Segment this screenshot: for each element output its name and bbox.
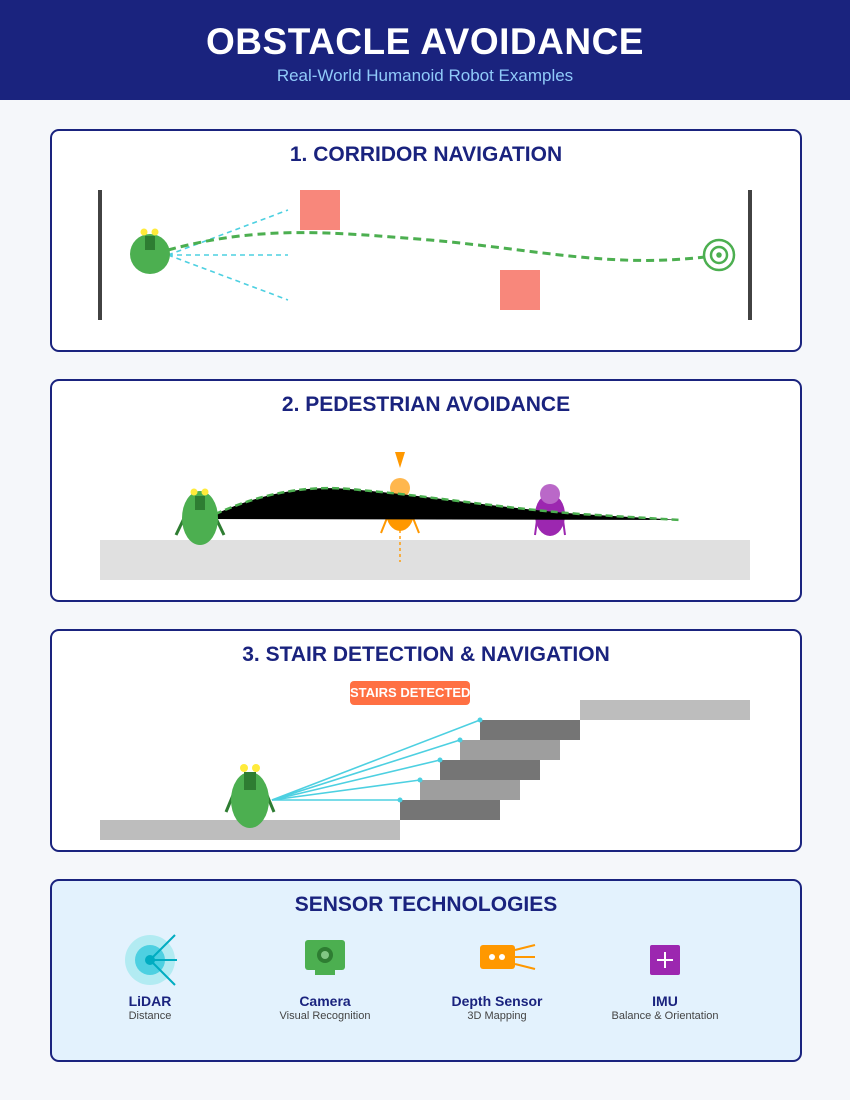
robot — [130, 228, 170, 274]
page-subtitle: Real-World Humanoid Robot Examples — [276, 66, 574, 85]
pedestrian-title: 2. PEDESTRIAN AVOIDANCE — [281, 393, 571, 416]
obstacle-box — [300, 190, 340, 230]
stair-step — [400, 800, 500, 820]
stair-step — [480, 720, 580, 740]
lidar-icon — [125, 934, 177, 986]
page-title: OBSTACLE AVOIDANCE — [206, 21, 644, 62]
avoidance-path-area — [205, 488, 680, 520]
sensor-name-imu: IMU — [652, 993, 678, 1009]
pedestrian-scene — [100, 452, 750, 580]
depth-sensor-icon — [480, 944, 536, 970]
stair-step — [460, 740, 560, 760]
sensor-desc-lidar: Distance — [128, 1010, 172, 1022]
stairs-title: 3. STAIR DETECTION & NAVIGATION — [242, 643, 610, 666]
camera-icon — [305, 940, 345, 975]
sensor-desc-imu: Balance & Orientation — [611, 1010, 719, 1022]
depth-scan-rays — [271, 719, 481, 801]
pedestrian-purple — [534, 484, 566, 536]
corridor-panel: 1. CORRIDOR NAVIGATION — [50, 129, 802, 352]
sensors-title: SENSOR TECHNOLOGIES — [294, 893, 558, 916]
robot — [174, 488, 226, 545]
planned-path — [167, 231, 706, 262]
stairs-scene — [100, 700, 750, 840]
sensor-name-depth: Depth Sensor — [451, 993, 543, 1009]
robot — [224, 764, 276, 828]
obstacle-box — [500, 270, 540, 310]
goal-target-icon — [702, 238, 736, 272]
stair-step — [440, 760, 540, 780]
sensor-name-lidar: LiDAR — [128, 993, 172, 1009]
upper-platform — [580, 700, 750, 720]
corridor-title: 1. CORRIDOR NAVIGATION — [289, 143, 563, 166]
corridor-scene — [98, 190, 752, 320]
sensor-desc-camera: Visual Recognition — [279, 1010, 371, 1022]
avoidance-path — [204, 486, 681, 522]
floor — [100, 540, 750, 580]
imu-icon — [650, 945, 680, 975]
stair-step — [420, 780, 520, 800]
sensor-rays — [167, 209, 289, 301]
corridor-wall-left — [98, 190, 102, 320]
ground-platform — [100, 820, 400, 840]
stairs-detected-badge: STAIRS DETECTED — [350, 681, 470, 705]
sensor-name-camera: Camera — [299, 993, 351, 1009]
corridor-wall-right — [748, 190, 752, 320]
scan-points — [397, 717, 483, 803]
page-header: OBSTACLE AVOIDANCE Real-World Humanoid R… — [0, 0, 850, 100]
sensor-desc-depth: 3D Mapping — [467, 1010, 527, 1022]
